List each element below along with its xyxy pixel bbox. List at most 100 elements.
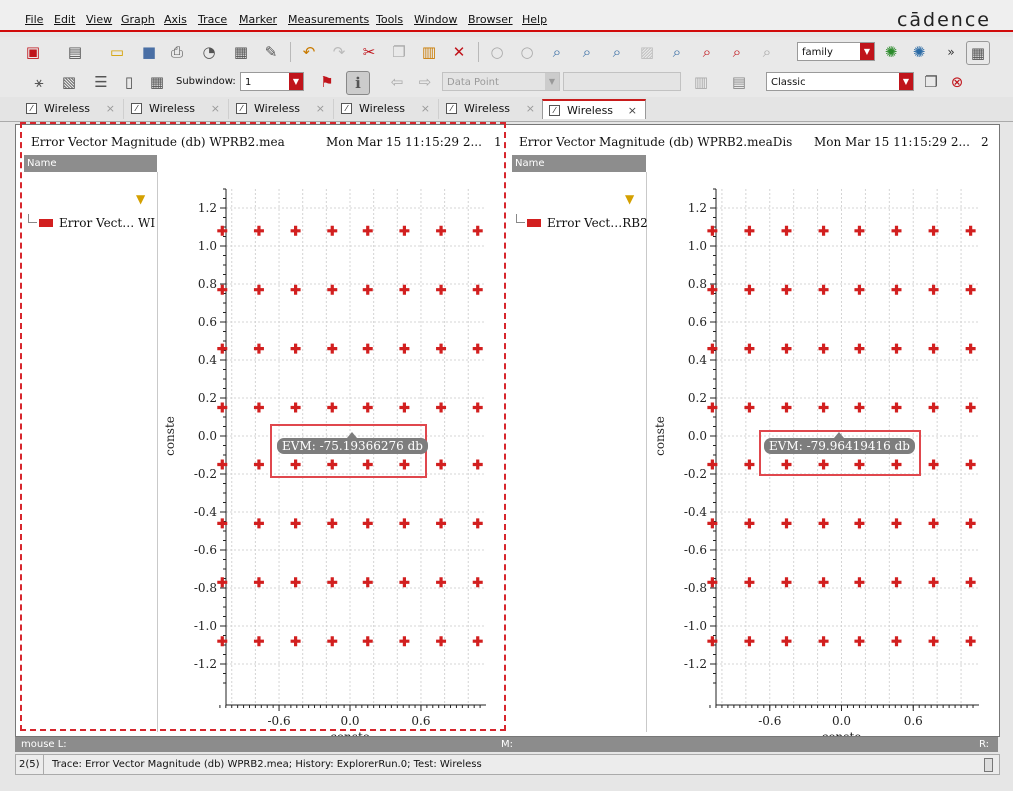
calculator-icon[interactable]: ▤ [731,73,747,91]
split-horizontal-icon[interactable]: ☰ [94,73,108,91]
menu-axis[interactable]: Axis [164,13,187,26]
scatter-plot[interactable]: 1.2 1.0 0.8 0.6 0.4 0.2 0.0 -0.2 -0.4 -0.6 -0.8 -1.… [506,125,999,736]
data-point [818,459,829,470]
data-point [472,343,483,354]
gauge-icon[interactable]: ◔ [202,43,216,61]
subwindow-select[interactable]: 1 ▼ [240,72,304,91]
close-icon[interactable]: × [315,102,325,115]
zoom-box-icon[interactable]: ▨ [639,43,655,61]
redo-icon[interactable]: ↷ [332,43,346,61]
arrow-right-icon[interactable]: ⇨ [418,73,432,91]
tab-wireless-3[interactable]: ⁄ Wireless × [230,99,334,119]
menu-browser[interactable]: Browser [468,13,513,26]
remove-graph-icon[interactable]: ⊗ [950,73,964,91]
legend-item[interactable]: Error Vect… WI [28,214,155,230]
zoom-out-icon[interactable]: ○ [520,43,534,61]
split-grid-icon[interactable]: ▦ [149,73,165,91]
menu-marker[interactable]: Marker [239,13,278,26]
cadence-logo: cādence [896,9,991,31]
print-icon[interactable]: ⎙ [170,43,183,61]
family-select[interactable]: family ▼ [797,42,875,61]
undo-icon[interactable]: ↶ [302,43,316,61]
arrow-left-icon[interactable]: ⇦ [390,73,404,91]
more-tools-icon[interactable]: » [947,45,955,59]
menu-trace[interactable]: Trace [198,13,228,26]
y-tick-label: 0.2 [198,391,217,405]
data-point [707,636,718,647]
copy-icon[interactable]: ❐ [392,43,406,61]
trace-style-icon[interactable]: ✺ [884,43,898,61]
cut-icon[interactable]: ✂ [362,43,376,61]
close-icon[interactable]: × [420,102,430,115]
tab-wireless-6[interactable]: ⁄ Wireless × [542,99,646,119]
close-icon[interactable]: × [210,102,220,115]
menu-file[interactable]: File [25,13,44,26]
tab-wireless-1[interactable]: ⁄ Wireless × [20,99,124,119]
paste-icon[interactable]: ▥ [421,43,437,61]
edit-icon[interactable]: ✎ [264,43,278,61]
style-select[interactable]: Classic ▼ [766,72,914,91]
x-minor-ticks [219,705,481,708]
tab-wireless-4[interactable]: ⁄ Wireless × [335,99,439,119]
copy-graph-icon[interactable]: ❐ [924,73,938,91]
menu-window[interactable]: Window [414,13,458,26]
data-point [362,459,373,470]
filter-icon[interactable]: ▼ [625,192,635,206]
data-point [707,284,718,295]
calculator-icon[interactable]: ▦ [233,43,249,61]
menu-tools[interactable]: Tools [376,13,404,26]
trace-layout-icon[interactable]: ✺ [912,43,926,61]
tab-wireless-5[interactable]: ⁄ Wireless × [440,99,544,119]
legend-name-header[interactable]: Name [24,155,157,172]
zoom-trace-icon[interactable]: ⌕ [702,43,712,61]
menu-graph[interactable]: Graph [121,13,155,26]
data-point [327,577,338,588]
data-point [327,402,338,413]
zoom-area-icon[interactable]: ⌕ [672,43,682,61]
data-point [744,402,755,413]
tab-wireless-2[interactable]: ⁄ Wireless × [125,99,229,119]
scatter-plot[interactable]: 1.2 1.0 0.8 0.6 0.4 0.2 0.0 -0.2 -0.4 -0.6 -0.8 -1.… [16,125,506,736]
data-point [472,518,483,529]
subwindow-2[interactable]: Error Vector Magnitude (db) WPRB2.meaDis… [506,125,999,736]
new-window-icon[interactable]: ▣ [25,43,41,61]
y-tick-label: -0.4 [684,505,708,519]
grid-icon[interactable]: ▦ [966,41,990,65]
bar-chart-icon[interactable]: ▥ [693,73,709,91]
resize-grip-icon[interactable] [984,758,993,772]
search-icon[interactable]: ⌕ [762,43,772,61]
data-value-field[interactable] [563,72,681,91]
zoom-in-icon[interactable]: ○ [490,43,504,61]
legend-item[interactable]: Error Vect…RB2 [516,214,648,230]
menu-view[interactable]: View [86,13,113,26]
save-icon[interactable]: ■ [141,43,157,61]
delete-icon[interactable]: ✕ [452,43,466,61]
split-vertical-icon[interactable]: ▯ [124,73,134,91]
cards-icon[interactable]: ▧ [61,73,77,91]
zoom-y-icon[interactable]: ⌕ [612,43,622,61]
close-icon[interactable]: × [105,102,115,115]
x-tick-label: -0.6 [267,714,290,728]
close-icon[interactable]: × [525,102,535,115]
open-folder-icon[interactable]: ▭ [109,43,125,61]
data-point-select[interactable]: Data Point ▼ [442,72,560,91]
menu-measurements[interactable]: Measurements [288,13,370,26]
data-point [965,284,976,295]
pointer-wand-icon[interactable]: ⚹ [34,73,44,91]
zoom-marker-icon[interactable]: ⌕ [732,43,742,61]
subwindow-1[interactable]: Error Vector Magnitude (db) WPRB2.mea Mo… [16,122,506,736]
legend-name-header[interactable]: Name [512,155,646,172]
close-icon[interactable]: × [627,104,637,117]
info-icon[interactable]: ℹ [346,71,370,95]
menu-help[interactable]: Help [522,13,548,26]
graph-icon: ⁄ [341,103,352,114]
filter-icon[interactable]: ▼ [136,192,146,206]
menu-edit[interactable]: Edit [54,13,76,26]
zoom-fit-icon[interactable]: ⌕ [552,43,562,61]
data-point [854,284,865,295]
layout-icon[interactable]: ▤ [67,43,83,61]
data-point [362,518,373,529]
flag-icon[interactable]: ⚑ [320,73,334,91]
data-point [327,636,338,647]
zoom-x-icon[interactable]: ⌕ [582,43,592,61]
